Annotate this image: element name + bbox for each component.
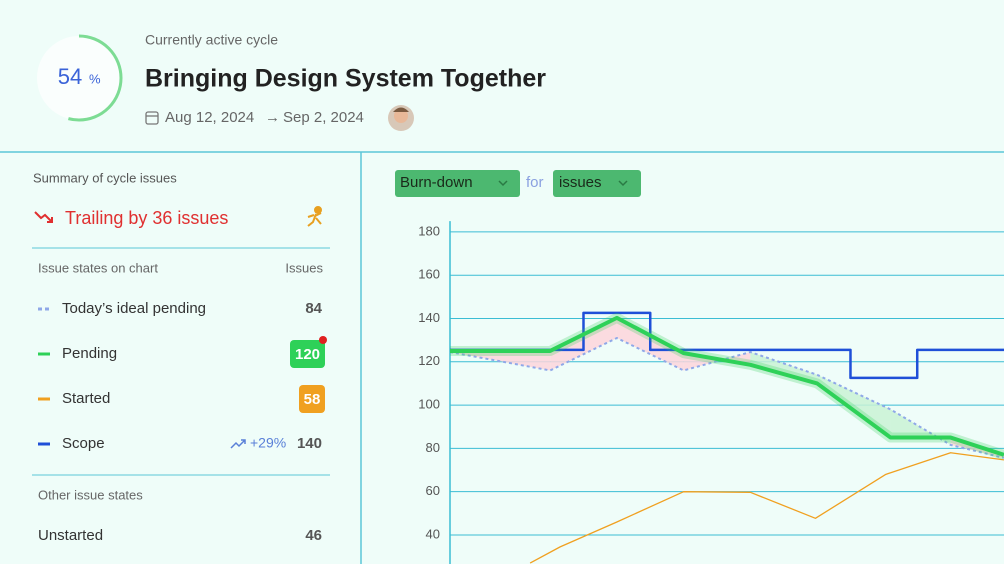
legend-count: 84 [305,300,322,317]
legend-name: Today’s ideal pending [62,300,206,317]
trend-down-icon [34,211,53,223]
chevron [618,180,628,187]
dropdown-joiner: for [526,174,544,191]
progress-ring [35,34,123,122]
calendar-icon [145,111,159,125]
chevron [498,180,508,187]
y-tick-label: 60 [426,483,440,498]
date-arrow: → [265,109,280,126]
other-name: Unstarted [38,527,103,544]
unit-dropdown[interactable] [553,170,641,197]
series-line [529,452,1004,564]
legend-name: Started [62,390,110,407]
other-count: 46 [305,527,322,544]
column-header: Issues [285,260,323,275]
legend-name: Pending [62,345,117,362]
y-tick-label: 140 [418,310,440,325]
y-tick-label: 40 [426,526,440,541]
progress-disc [37,36,121,120]
legend-count: 120 [295,346,320,363]
subtitle: Currently active cycle [145,32,278,48]
y-tick-label: 120 [418,353,440,368]
gap-fill [750,352,818,384]
status: Trailing by 36 issues [65,208,228,228]
unit-dropdown-label: issues [559,174,602,191]
y-tick-label: 180 [418,223,440,238]
view-dropdown-label: Burn-down [400,174,473,191]
end-date: Sep 2, 2024 [283,109,364,126]
progress-unit: % [89,71,101,86]
y-tick-label: 160 [418,267,440,282]
cycle-title: Bringing Design System Together [145,65,546,93]
legend-name: Scope [62,435,105,452]
series-line [449,336,1004,459]
runner-icon [307,206,322,227]
progress-value: 54 [58,64,82,89]
avatar[interactable] [388,105,414,131]
scope-change: +29% [250,435,286,451]
legend-count: 58 [304,391,321,408]
count-badge [299,385,325,413]
series-line [450,315,1004,457]
start-date: Aug 12, 2024 [165,109,254,126]
y-tick-label: 80 [426,440,440,455]
summary-heading: Summary of cycle issues [33,170,177,185]
view-dropdown[interactable] [395,170,520,197]
notification-dot [319,336,327,344]
legend-count: 140 [297,435,322,452]
series-line [450,311,1004,380]
y-tick-label: 100 [418,397,440,412]
trend-up-icon [230,439,246,449]
column-header: Issue states on chart [38,260,158,275]
other-heading: Other issue states [38,487,143,502]
count-badge [290,340,325,368]
